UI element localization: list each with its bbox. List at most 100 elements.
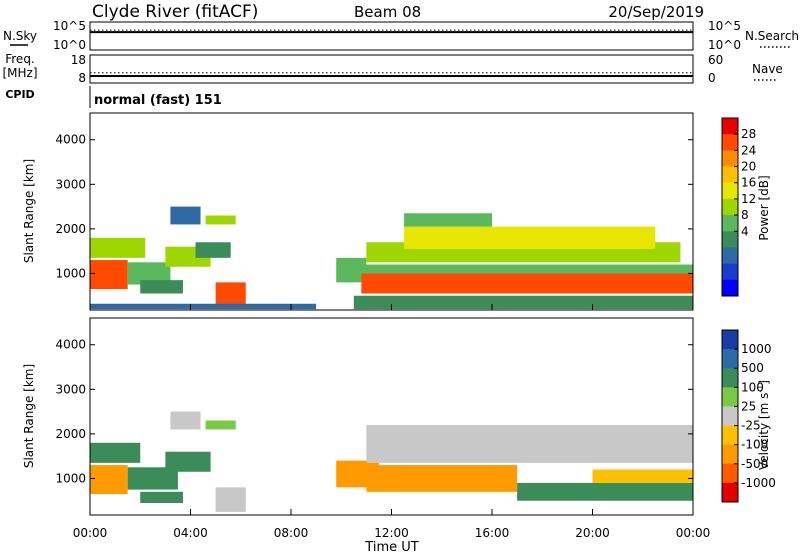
velocity-colorbar-tick-label-1: 500 (741, 361, 764, 375)
power-colorbar-frame (721, 117, 739, 297)
power-colorbar-swatch-0 (722, 118, 738, 135)
power-colorbar-swatch-9 (722, 263, 738, 281)
cpid-label: CPID (5, 88, 34, 101)
power-colorbar-label: Power [dB] (757, 175, 771, 240)
time-tick-label-1: 04:00 (173, 526, 208, 540)
noise-trace (90, 29, 693, 34)
velocity-band-6 (205, 420, 236, 430)
power-colorbar-swatch-8 (722, 247, 738, 265)
freq-right-tick-top: 60 (708, 53, 723, 67)
velocity-band-10 (517, 482, 693, 501)
power-colorbar-tick-label-0: 28 (741, 127, 756, 141)
power-ytick-label-3: 1000 (55, 266, 86, 280)
freq-right-tick-bottom: 0 (708, 71, 716, 85)
velocity-colorbar-tick-label-2: 100 (741, 380, 764, 394)
power-colorbar-tick-label-5: 8 (741, 208, 749, 222)
velocity-band-11 (366, 424, 693, 463)
velocity-data (90, 411, 693, 512)
power-band-16 (353, 295, 693, 310)
time-tick-label-3: 12:00 (374, 526, 409, 540)
velocity-band-9 (366, 465, 518, 492)
velocity-ytick-label-1: 3000 (55, 382, 86, 396)
power-colorbar-tick-label-6: 4 (741, 224, 749, 238)
velocity-colorbar-tick-label-6: -500 (741, 457, 768, 471)
velocity-colorbar-tick-label-0: 1000 (741, 342, 772, 356)
power-axis: 4000 3000 2000 1000 (55, 133, 694, 310)
freq-label-line1: Freq. (5, 52, 35, 66)
freq-panel-frame (89, 54, 694, 84)
power-band-14 (404, 226, 656, 249)
nsky-label: N.Sky (3, 29, 37, 43)
velocity-colorbar-swatch-3 (722, 387, 738, 407)
velocity-band-2 (127, 467, 178, 490)
station-title: Clyde River (fitACF) (92, 2, 258, 22)
velocity-band-4 (165, 451, 211, 472)
power-colorbar-swatch-5 (722, 198, 738, 216)
velocity-colorbar-swatch-0 (722, 330, 738, 350)
power-colorbar-swatch-6 (722, 215, 738, 232)
power-colorbar-swatch-1 (722, 134, 738, 151)
beam-title: Beam 08 (354, 3, 421, 21)
power-ytick-label-0: 4000 (55, 133, 86, 147)
power-colorbar-tick-label-2: 20 (741, 160, 756, 174)
velocity-colorbar-swatch-8 (722, 482, 738, 503)
velocity-colorbar-tick-label-3: 25 (741, 399, 756, 413)
velocity-ytick-label-2: 2000 (55, 427, 86, 441)
time-tick-label-5: 20:00 (575, 526, 610, 540)
power-colorbar-swatch-7 (722, 231, 738, 248)
noise-panel-frame (89, 21, 694, 51)
nave-label: Nave (752, 62, 783, 76)
velocity-colorbar-swatch-2 (722, 368, 738, 388)
time-tick-label-2: 08:00 (274, 526, 309, 540)
freq-trace (90, 72, 693, 77)
velocity-colorbar-swatch-7 (722, 463, 738, 484)
cpid-text: normal (fast) 151 (94, 93, 222, 108)
power-band-7 (205, 215, 236, 225)
freq-left-tick-bottom: 8 (78, 71, 86, 85)
power-colorbar-swatch-4 (722, 182, 738, 200)
velocity-band-3 (140, 491, 183, 503)
time-tick-label-4: 16:00 (475, 526, 510, 540)
power-colorbar-swatch-2 (722, 150, 738, 168)
power-colorbar-tick-label-3: 16 (741, 176, 756, 190)
time-xlabel: Time UT (364, 540, 418, 554)
velocity-colorbar-tick-label-4: -25 (741, 419, 761, 433)
power-colorbar: 28 24 20 16 12 8 4 (721, 117, 756, 297)
power-colorbar-swatch-3 (722, 166, 738, 184)
noise-right-tick-top: 10^5 (708, 19, 741, 33)
velocity-colorbar-tick-label-7: -1000 (741, 476, 776, 490)
velocity-band-0 (90, 465, 128, 495)
power-band-3 (140, 280, 183, 294)
noise-right-tick-bottom: 10^0 (708, 38, 741, 52)
time-tick-label-6: 00:00 (676, 526, 711, 540)
freq-label-line2: [MHz] (2, 66, 37, 80)
power-band-11 (361, 273, 693, 294)
power-ytick-label-2: 2000 (55, 222, 86, 236)
nsearch-label: N.Search (745, 29, 799, 43)
date-title: 20/Sep/2019 (608, 3, 704, 21)
velocity-band-1 (90, 442, 141, 463)
power-colorbar-swatch-10 (722, 279, 738, 297)
velocity-colorbar-swatch-5 (722, 425, 738, 446)
power-band-12 (361, 264, 693, 274)
velocity-colorbar-tick-label-5: -100 (741, 438, 768, 452)
power-colorbar-tick-label-4: 12 (741, 192, 756, 206)
power-ytick-label-1: 3000 (55, 177, 86, 191)
noise-left-tick-top: 10^5 (53, 19, 86, 33)
power-band-15 (404, 213, 492, 227)
freq-left-tick-top: 18 (71, 53, 86, 67)
velocity-colorbar-swatch-4 (722, 406, 738, 427)
time-axis: 00:00 04:00 08:00 12:00 16:00 20:00 00:00 (73, 526, 711, 540)
velocity-ytick-label-3: 1000 (55, 471, 86, 485)
velocity-band-12 (592, 469, 693, 483)
power-band-6 (195, 242, 231, 258)
velocity-band-5 (170, 411, 201, 430)
velocity-colorbar-label: Velocity [m s-1] (756, 380, 771, 470)
noise-left-tick-bottom: 10^0 (53, 38, 86, 52)
time-tick-label-0: 00:00 (73, 526, 108, 540)
velocity-colorbar: 1000 500 100 25 -25 -100 -500 -1000 (721, 329, 776, 503)
power-data (90, 206, 693, 310)
power-band-1 (90, 237, 146, 258)
power-band-0 (90, 260, 128, 290)
